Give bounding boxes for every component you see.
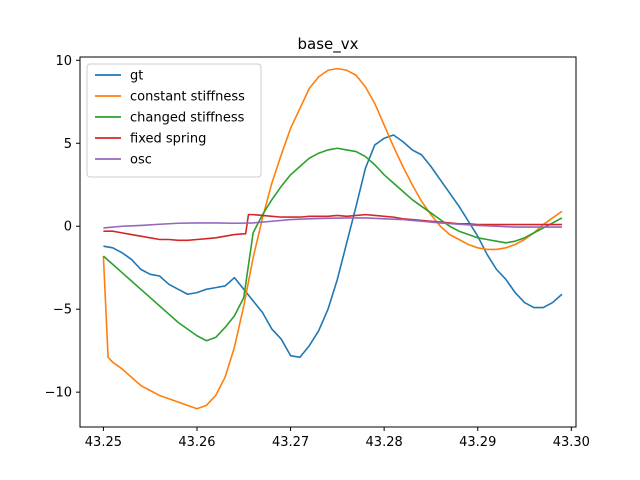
y-axis: 10 5 0 −5 −10 (45, 54, 80, 401)
series-line-4 (103, 213, 562, 242)
series-layer (102, 67, 563, 410)
series-line-2 (102, 67, 563, 410)
x-axis: 43.25 43.26 43.27 43.28 43.29 43.30 (85, 427, 590, 450)
y-tick-label: 5 (64, 137, 72, 152)
y-tick-label: 0 (64, 220, 72, 235)
legend-label: constant stiffness (130, 90, 245, 105)
legend-label: gt (130, 69, 143, 84)
y-tick-label: −5 (53, 303, 72, 318)
y-tick-label: −10 (45, 386, 72, 401)
series-line-1 (103, 134, 563, 359)
y-tick-label: 10 (55, 54, 72, 69)
legend-label: changed stiffness (130, 111, 245, 126)
legend: gt constant stiffness changed stiffness fix… (86, 63, 262, 178)
series-line-3 (102, 147, 563, 342)
legend-label: osc (130, 153, 152, 168)
x-tick-label: 43.25 (85, 435, 122, 450)
x-tick-label: 43.29 (459, 435, 496, 450)
x-tick-label: 43.30 (553, 435, 590, 450)
series-line-5 (103, 217, 562, 229)
x-tick-label: 43.28 (366, 435, 403, 450)
legend-label: fixed spring (130, 132, 206, 147)
x-tick-label: 43.26 (178, 435, 215, 450)
legend-box (86, 63, 262, 178)
plot-frame (79, 56, 577, 428)
x-tick-label: 43.27 (272, 435, 309, 450)
chart-title: base_vx (297, 35, 358, 54)
